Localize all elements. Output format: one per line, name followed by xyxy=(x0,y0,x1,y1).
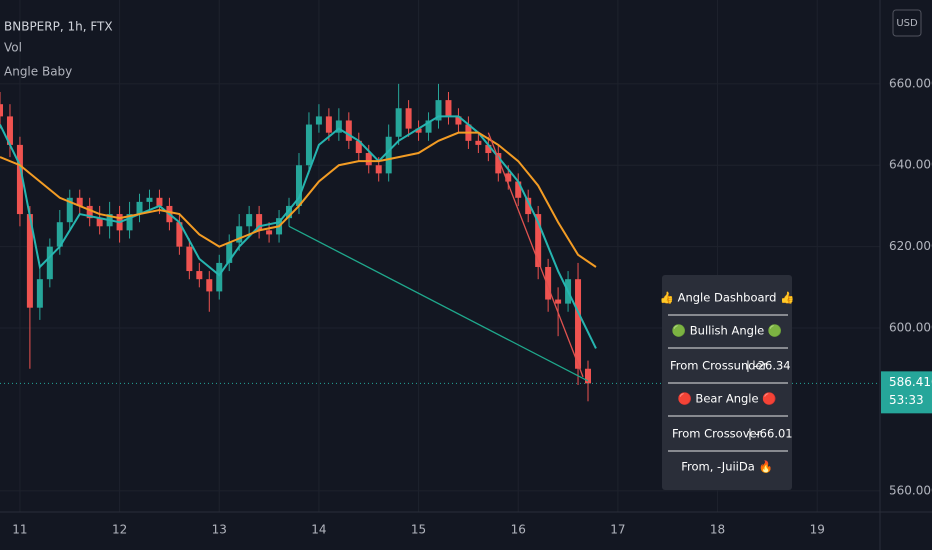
candle-body xyxy=(345,120,352,141)
candle-body xyxy=(156,197,163,206)
candle-body xyxy=(545,266,552,300)
bull-from: From Crossunder xyxy=(670,359,768,373)
candle-body xyxy=(126,214,133,231)
candle-body xyxy=(26,214,33,308)
x-tick-label: 15 xyxy=(411,523,426,537)
candle-body xyxy=(415,128,422,133)
candle-body xyxy=(575,279,582,369)
x-tick-label: 12 xyxy=(112,523,127,537)
candle-body xyxy=(365,153,372,166)
candle-body xyxy=(385,136,392,174)
candle-body xyxy=(495,153,502,174)
candle-body xyxy=(584,368,591,384)
candle-body xyxy=(325,116,332,133)
candle-body xyxy=(425,120,432,133)
candle-body xyxy=(226,242,233,263)
candle-body xyxy=(375,165,382,174)
candle-body xyxy=(535,214,542,267)
candle-body xyxy=(36,279,43,308)
candle-body xyxy=(395,108,402,137)
currency-label[interactable]: USD xyxy=(896,18,918,29)
x-tick-label: 16 xyxy=(511,523,526,537)
candle-body xyxy=(56,222,63,247)
candle-body xyxy=(455,116,462,125)
indicator-label: Vol xyxy=(4,41,22,55)
candle-body xyxy=(246,214,253,227)
candle-body xyxy=(206,279,213,292)
chart-title: BNBPERP, 1h, FTX xyxy=(4,20,113,34)
indicator-line xyxy=(487,132,584,378)
x-tick-label: 17 xyxy=(610,523,625,537)
candle-body xyxy=(355,140,362,154)
candle-body xyxy=(6,116,13,145)
candle-body xyxy=(236,226,243,243)
last-price-label: 586.4100 xyxy=(889,375,932,389)
currency-button[interactable] xyxy=(892,9,922,37)
bull-label: 🟢 Bullish Angle 🟢 xyxy=(672,324,782,338)
candle-body xyxy=(86,205,93,219)
x-tick-label: 14 xyxy=(311,523,326,537)
y-tick-label: 560.0000 xyxy=(889,483,932,497)
bull-value: | -26.34 xyxy=(746,359,791,373)
candle-body xyxy=(286,205,293,219)
candle-body xyxy=(445,100,452,117)
candle-body xyxy=(405,108,412,129)
candle-body xyxy=(505,173,512,182)
candle-body xyxy=(186,246,193,272)
candle-body xyxy=(305,124,312,166)
candle-body xyxy=(256,214,263,231)
y-tick-label: 660.0000 xyxy=(889,76,932,90)
candle-body xyxy=(435,100,442,121)
candle-body xyxy=(136,201,143,215)
y-tick-label: 620.0000 xyxy=(889,239,932,253)
candle-body xyxy=(216,262,223,292)
candle-body xyxy=(555,299,562,304)
candle-body xyxy=(295,165,302,206)
bear-from: From Crossover xyxy=(672,427,762,441)
candle-body xyxy=(475,140,482,145)
candle-body xyxy=(335,120,342,133)
x-tick-label: 18 xyxy=(710,523,725,537)
x-tick-label: 11 xyxy=(12,523,27,537)
indicator-line xyxy=(0,131,597,268)
candle-body xyxy=(16,144,23,215)
dashboard-title: 👍 Angle Dashboard 👍 xyxy=(660,291,795,305)
bear-value: | -66.01 xyxy=(748,427,793,441)
last-price-tag xyxy=(881,371,932,414)
y-tick-label: 600.0000 xyxy=(889,321,932,335)
candle-body xyxy=(196,271,203,280)
candle-body xyxy=(76,197,83,206)
indicator-line xyxy=(288,225,589,382)
candle-body xyxy=(176,222,183,247)
candle-body xyxy=(146,197,153,202)
candle-body xyxy=(46,246,53,280)
candle-body xyxy=(315,116,322,125)
countdown-label: 53:33 xyxy=(889,393,924,407)
candle-body xyxy=(66,197,73,223)
candle-body xyxy=(485,144,492,154)
candle-body xyxy=(0,104,3,117)
indicator-label: Angle Baby xyxy=(4,65,72,79)
bear-label: 🔴 Bear Angle 🔴 xyxy=(677,392,776,406)
x-tick-label: 19 xyxy=(810,523,825,537)
candle-body xyxy=(515,181,522,198)
x-tick-label: 13 xyxy=(212,523,227,537)
dashboard-footer: From, -JuiiDa 🔥 xyxy=(681,460,773,474)
candle-body xyxy=(525,197,532,215)
dashboard: 👍 Angle Dashboard 👍 🟢 Bullish Angle 🟢 Fr… xyxy=(660,275,795,490)
y-tick-label: 640.0000 xyxy=(889,158,932,172)
candle-body xyxy=(266,230,273,235)
candle-body xyxy=(96,218,103,227)
